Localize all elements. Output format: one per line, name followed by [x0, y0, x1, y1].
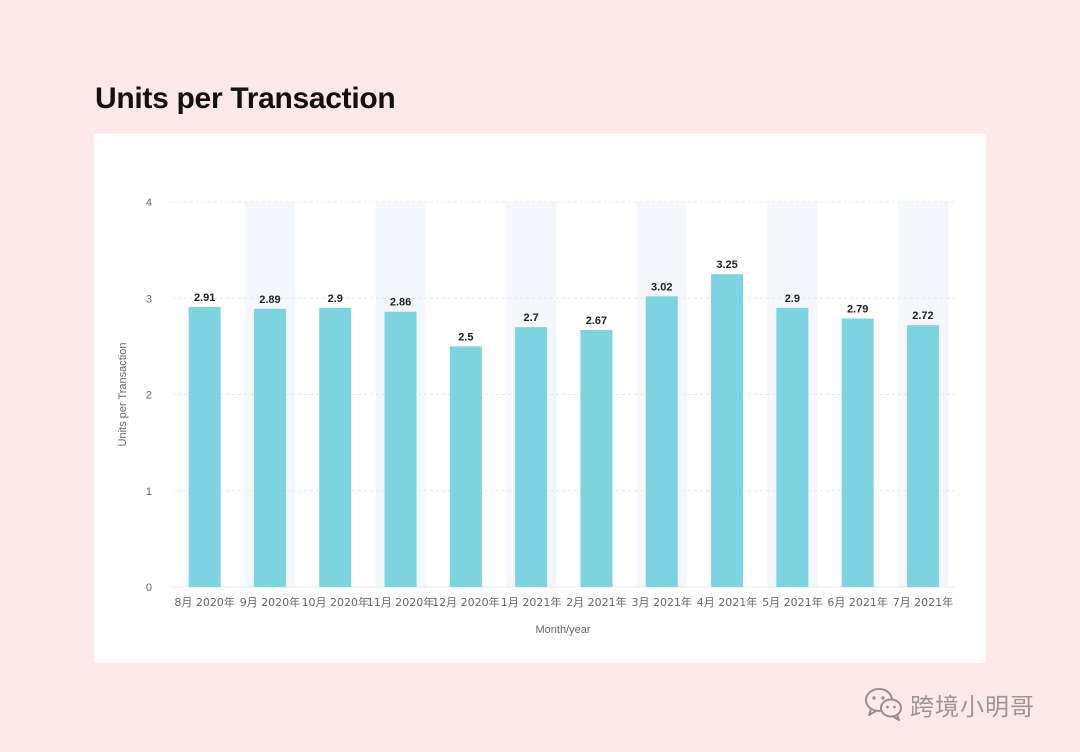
- bar: [906, 325, 939, 587]
- x-axis-title: Month/year: [535, 624, 590, 636]
- x-tick-label: 2月 2021年: [566, 595, 627, 609]
- bar-value-label: 2.7: [524, 312, 539, 324]
- watermark: 跨境小明哥: [864, 686, 1035, 722]
- x-tick-label: 5月 2021年: [762, 595, 823, 609]
- x-tick-label: 8月 2020年: [174, 595, 235, 609]
- bar: [319, 307, 352, 587]
- chart-card: 0 1 2 3 4 2.91 8月 2020年 2.89 9月 2020年 2.9 10月 2020…: [94, 134, 986, 663]
- bar-value-label: 2.72: [912, 310, 933, 322]
- x-tick-label: 9月 2020年: [240, 595, 301, 609]
- bar-value-label: 2.91: [194, 292, 215, 304]
- watermark-text: 跨境小明哥: [910, 692, 1035, 721]
- bar: [645, 296, 678, 587]
- x-tick-label: 1月 2021年: [501, 595, 562, 609]
- bar-value-label: 2.9: [785, 293, 800, 305]
- y-axis-title: Units per Transaction: [117, 343, 129, 447]
- bar: [384, 311, 417, 587]
- x-tick-label: 12月 2020年: [432, 595, 500, 609]
- y-tick-label: 3: [146, 293, 152, 305]
- bar-value-label: 3.02: [651, 281, 672, 293]
- bar: [776, 307, 809, 587]
- wechat-icon: [865, 688, 902, 721]
- bar-value-label: 2.86: [390, 297, 411, 309]
- bar: [515, 327, 548, 587]
- bar: [449, 346, 482, 587]
- x-tick-label: 3月 2021年: [632, 595, 693, 609]
- x-tick-label: 6月 2021年: [827, 595, 888, 609]
- y-tick-label: 2: [146, 390, 152, 402]
- y-tick-label: 0: [146, 582, 152, 594]
- bar-value-label: 3.25: [716, 259, 737, 271]
- bar: [841, 318, 874, 587]
- y-tick-label: 1: [146, 486, 152, 498]
- bar: [253, 308, 286, 587]
- x-tick-label: 10月 2020年: [302, 595, 370, 609]
- bar: [580, 330, 613, 587]
- bar-value-label: 2.89: [259, 294, 280, 306]
- bar-value-label: 2.79: [847, 303, 868, 315]
- bar-value-label: 2.67: [586, 315, 607, 327]
- x-tick-label: 11月 2020年: [367, 595, 435, 609]
- bar: [711, 274, 744, 587]
- bar-value-label: 2.9: [328, 293, 343, 305]
- y-tick-label: 4: [146, 197, 152, 209]
- x-tick-label: 7月 2021年: [893, 595, 954, 609]
- bar: [188, 306, 221, 587]
- bar-value-label: 2.5: [458, 331, 473, 343]
- bar-chart: 0 1 2 3 4 2.91 8月 2020年 2.89 9月 2020年 2.9 10月 2020…: [117, 197, 954, 636]
- page-title: Units per Transaction: [95, 82, 396, 115]
- x-tick-label: 4月 2021年: [697, 595, 758, 609]
